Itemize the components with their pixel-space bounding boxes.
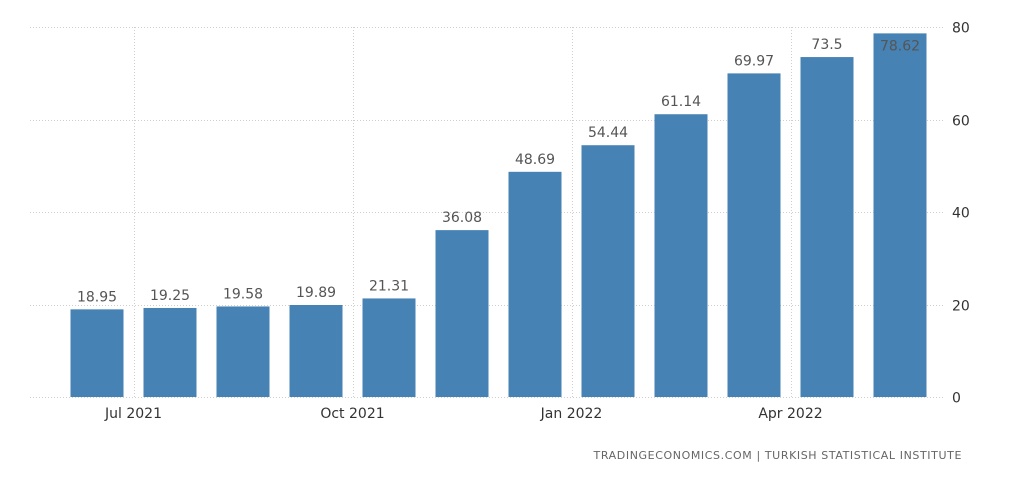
bar[interactable] <box>800 57 854 397</box>
bar[interactable] <box>581 145 635 397</box>
x-tick-label: Oct 2021 <box>320 406 384 422</box>
bar-value-label: 61.14 <box>661 94 701 110</box>
bar[interactable] <box>289 305 343 397</box>
bar-value-label: 54.44 <box>588 125 628 141</box>
bar-value-label: 19.25 <box>150 288 190 304</box>
y-tick-label: 20 <box>952 299 970 315</box>
x-tick-label: Apr 2022 <box>758 406 822 422</box>
bar-value-label: 73.5 <box>811 37 842 53</box>
x-tick-label: Jul 2021 <box>104 406 162 422</box>
bar[interactable] <box>508 171 562 397</box>
label-layer: 0 20 40 60 80 Jul 2021 Oct 2021 Jan 2022 Apr 202… <box>77 21 970 423</box>
bar[interactable] <box>70 309 124 397</box>
y-tick-label: 80 <box>952 21 970 37</box>
bar[interactable] <box>654 114 708 397</box>
grid-layer <box>30 27 945 398</box>
bar-value-label: 18.95 <box>77 289 117 305</box>
source-credit: TRADINGECONOMICS.COM | TURKISH STATISTIC… <box>593 449 962 462</box>
bar-value-label: 19.89 <box>296 285 336 301</box>
bar-value-label: 36.08 <box>442 210 482 226</box>
bar-value-label: 78.62 <box>880 38 920 54</box>
bar-value-label: 69.97 <box>734 53 774 69</box>
bar-value-label: 48.69 <box>515 152 555 168</box>
y-tick-label: 0 <box>952 391 961 407</box>
y-tick-label: 60 <box>952 114 970 130</box>
bar[interactable] <box>143 307 197 397</box>
bar[interactable] <box>362 298 416 397</box>
bar-value-label: 21.31 <box>369 278 409 294</box>
bar-layer <box>70 33 927 398</box>
x-tick-label: Jan 2022 <box>540 406 603 422</box>
bar-value-label: 19.58 <box>223 286 263 302</box>
bar[interactable] <box>873 33 927 397</box>
y-tick-label: 40 <box>952 206 970 222</box>
bar[interactable] <box>435 230 489 397</box>
bar[interactable] <box>216 306 270 397</box>
bar[interactable] <box>727 73 781 398</box>
